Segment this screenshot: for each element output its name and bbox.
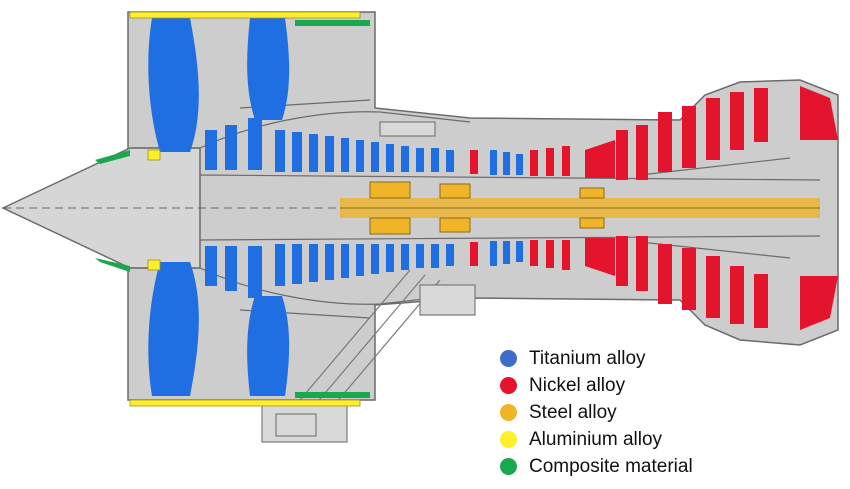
turbine-blades-upper bbox=[470, 86, 838, 180]
legend-item-aluminium: Aluminium alloy bbox=[500, 426, 830, 453]
legend-label: Steel alloy bbox=[529, 401, 617, 423]
main-shaft bbox=[3, 198, 820, 218]
composite-dot-icon bbox=[500, 458, 517, 475]
aluminium-parts bbox=[129, 11, 361, 407]
legend-label: Composite material bbox=[529, 455, 693, 477]
steel-dot-icon bbox=[500, 404, 517, 421]
composite-parts bbox=[95, 20, 370, 398]
legend-item-composite: Composite material bbox=[500, 453, 830, 480]
compressor-blades-lower bbox=[205, 244, 454, 298]
combustor bbox=[585, 140, 615, 276]
turbine-blades-lower bbox=[470, 236, 838, 330]
legend-label: Nickel alloy bbox=[529, 374, 626, 396]
accessory-gearbox bbox=[261, 121, 476, 443]
legend-item-nickel: Nickel alloy bbox=[500, 372, 830, 399]
legend-item-steel: Steel alloy bbox=[500, 399, 830, 426]
legend-item-titanium: Titanium alloy bbox=[500, 345, 830, 372]
nickel-dot-icon bbox=[500, 377, 517, 394]
bearings bbox=[369, 181, 605, 235]
legend-label: Aluminium alloy bbox=[529, 428, 663, 450]
aluminium-dot-icon bbox=[500, 431, 517, 448]
compressor-blades-upper bbox=[205, 118, 454, 172]
hp-compressor-blades bbox=[490, 150, 523, 266]
core-duct-lines bbox=[130, 99, 821, 319]
fan-stage-2 bbox=[247, 18, 290, 396]
fan-stage-1 bbox=[148, 18, 199, 396]
titanium-dot-icon bbox=[500, 350, 517, 367]
legend-label: Titanium alloy bbox=[529, 347, 646, 369]
material-legend: Titanium alloy Nickel alloy Steel alloy … bbox=[500, 345, 830, 480]
